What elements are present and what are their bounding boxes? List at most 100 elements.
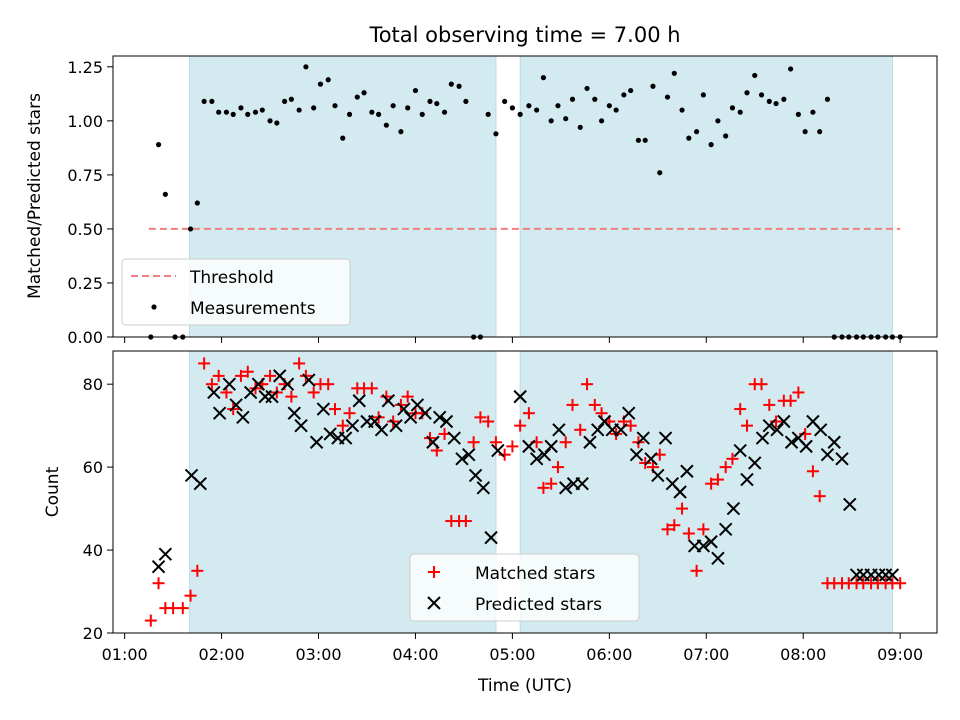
predicted-star-point (265, 389, 279, 404)
y-tick-label: 0.25 (67, 274, 103, 293)
predicted-star-point (439, 414, 454, 429)
measurement-point (621, 92, 627, 98)
matched-star-point (581, 378, 594, 391)
predicted-star-point (212, 406, 227, 420)
predicted-star-point (583, 435, 597, 449)
matched-star-point (365, 382, 378, 395)
measurement-point (223, 109, 230, 115)
measurement-point (635, 137, 642, 143)
x-tick-label: 01:00 (102, 645, 148, 664)
matched-star-point (792, 386, 805, 399)
predicted-star-point (680, 464, 694, 478)
measurement-point (810, 109, 816, 115)
predicted-star-point (418, 406, 432, 420)
bottom-legend-box (409, 553, 640, 622)
matched-star-point (184, 589, 197, 602)
matched-star-point (506, 440, 519, 453)
shaded-interval (519, 55, 893, 338)
matched-star-point (198, 357, 211, 370)
measurement-point (664, 94, 671, 100)
x-tick-label: 09:00 (877, 645, 923, 664)
matched-star-point (438, 427, 451, 440)
predicted-star-point (770, 423, 784, 437)
predicted-star-point (338, 431, 353, 445)
top-plot-frame (112, 55, 938, 338)
matched-star-point (894, 577, 907, 590)
top-y-axis-label: Matched/Predicted stars (25, 93, 45, 299)
matched-star-point (661, 523, 674, 536)
matched-star-point (498, 448, 511, 461)
measurement-point (209, 98, 215, 104)
y-tick-label: 20 (83, 624, 103, 643)
measurement-point (526, 103, 532, 109)
predicted-star-point (468, 468, 483, 483)
measurement-point (230, 111, 236, 117)
x-tick-label: 08:00 (780, 645, 826, 664)
measurement-point (592, 96, 598, 102)
measurement-point (252, 109, 259, 115)
predicted-star-point (522, 439, 536, 454)
predicted-star-point (491, 443, 505, 458)
predicted-star-point (544, 439, 558, 454)
measurement-point (354, 94, 360, 100)
measurement-point (517, 111, 523, 117)
y-tick-label: 40 (83, 541, 103, 560)
legend-threshold-label: Threshold (189, 268, 274, 288)
predicted-star-point (476, 481, 491, 495)
predicted-star-point (636, 431, 650, 445)
predicted-star-point (309, 435, 324, 449)
predicted-star-point (614, 423, 628, 437)
matched-star-point (763, 398, 776, 411)
predicted-star-point (629, 447, 644, 462)
measurement-point (788, 66, 794, 72)
matched-star-point (755, 378, 768, 391)
measurement-point (824, 96, 831, 102)
predicted-star-point (381, 394, 396, 408)
measurement-point (534, 107, 540, 113)
measurement-point (274, 120, 280, 126)
measurement-point (569, 96, 576, 102)
measurement-point (303, 64, 309, 70)
matched-star-point (489, 436, 502, 449)
measurement-point (781, 96, 787, 102)
measurement-point (650, 83, 656, 89)
bottom-y-axis: 20 40 60 80 (83, 375, 113, 643)
matched-star-point (474, 411, 487, 424)
legend-predicted-swatch (427, 596, 441, 610)
predicted-star-point (193, 476, 207, 491)
x-axis-label: Time (UTC) (477, 676, 572, 696)
measurement-point (773, 100, 779, 107)
measurement-point (671, 70, 677, 76)
predicted-star-point (552, 423, 566, 437)
predicted-star-point (622, 406, 636, 420)
top-y-axis: 0.00 0.25 0.50 0.75 1.00 1.25 (67, 58, 113, 347)
measurement-point (693, 129, 700, 135)
measurement-point (441, 109, 448, 115)
measurement-point (758, 92, 765, 98)
matched-star-point (711, 473, 724, 486)
predicted-star-point (733, 443, 747, 458)
predicted-star-point (287, 406, 301, 420)
predicted-star-point (374, 423, 389, 437)
top-panel: 0.00 0.25 0.50 0.75 1.00 1.25 Matched/Predict… (25, 55, 938, 347)
y-tick-label: 1.00 (67, 112, 103, 131)
predicted-star-point (447, 431, 461, 445)
measurement-point (201, 98, 207, 104)
legend-predicted-label: Predicted stars (475, 595, 602, 615)
measurement-point (540, 75, 547, 81)
matched-star-point (328, 403, 341, 416)
measurement-point (390, 103, 396, 109)
predicted-star-point (455, 452, 469, 466)
measurement-point (405, 105, 411, 111)
y-tick-label: 1.25 (67, 58, 103, 77)
predicted-star-point (151, 559, 166, 574)
matched-star-point (467, 436, 480, 449)
y-tick-label: 80 (83, 375, 103, 394)
predicted-star-point (222, 377, 237, 391)
predicted-stars-points (151, 369, 900, 582)
predicted-star-point (748, 456, 762, 470)
matched-star-point (734, 403, 747, 416)
measurement-point (434, 100, 440, 107)
x-tick-label: 04:00 (392, 645, 438, 664)
